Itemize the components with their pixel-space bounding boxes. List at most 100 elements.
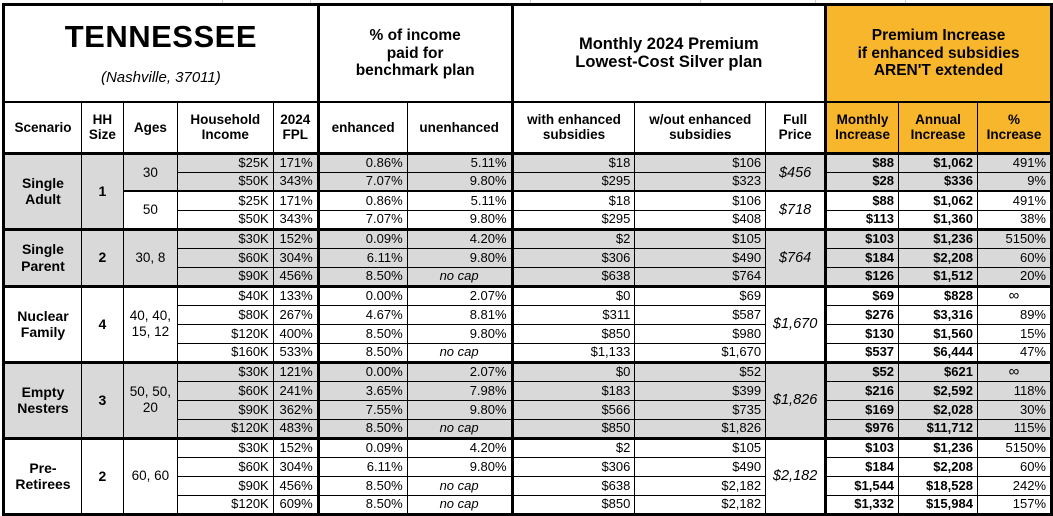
cell-with-subsidies: $0 xyxy=(510,284,636,306)
gridline-stub xyxy=(530,0,531,3)
cell-with-subsidies: $1,133 xyxy=(510,342,636,363)
cell-without-subsidies: $735 xyxy=(634,399,767,420)
cell-unenhanced-pct: no cap xyxy=(406,342,513,363)
cell-unenhanced-pct: 9.80% xyxy=(406,323,513,344)
cell-fpl: 304% xyxy=(272,247,319,268)
cell-ages: 40, 40, 15, 12 xyxy=(122,284,178,363)
cell-annual-increase: $1,062 xyxy=(898,152,978,173)
cell-monthly-increase: $130 xyxy=(824,323,900,344)
cell-fpl: 267% xyxy=(272,304,319,325)
cell-scenario: Single Adult xyxy=(3,152,82,230)
cell-enhanced-pct: 0.00% xyxy=(316,284,408,306)
location-subtitle: (Nashville, 37011) xyxy=(100,68,221,86)
cell-pct-increase: 20% xyxy=(976,266,1053,287)
table-title: TENNESSEE (Nashville, 37011) xyxy=(3,3,319,103)
cell-with-subsidies: $850 xyxy=(510,418,636,439)
cell-household-income: $25K xyxy=(176,152,274,173)
cell-annual-increase: $2,592 xyxy=(898,380,978,401)
cell-annual-increase: $15,984 xyxy=(898,494,978,515)
col-header-fpl: 2024 FPL xyxy=(272,101,319,155)
cell-fpl: 152% xyxy=(272,436,319,458)
table-row: $60K 304% 6.11% 9.80% $306 $490 $184 $2,208 60% xyxy=(4,247,1053,268)
cell-scenario: Nuclear Family xyxy=(3,284,82,363)
gridline-stub xyxy=(222,0,223,3)
cell-enhanced-pct: 0.86% xyxy=(316,190,408,211)
cell-hh-size: 2 xyxy=(80,436,124,515)
cell-scenario: Empty Nesters xyxy=(3,360,82,439)
cell-household-income: $120K xyxy=(176,418,274,439)
cell-unenhanced-pct: no cap xyxy=(406,266,513,287)
cell-unenhanced-pct: 2.07% xyxy=(406,284,513,306)
table-row: Single Parent 2 30, 8 $30K 152% 0.09% 4.20% $2 $… xyxy=(3,227,1053,287)
cell-without-subsidies: $105 xyxy=(634,227,767,249)
cell-ages: 30 xyxy=(122,152,178,192)
cell-with-subsidies: $0 xyxy=(510,360,636,382)
cell-hh-size: 1 xyxy=(80,152,124,230)
col-header-unenhanced: unenhanced xyxy=(406,101,513,155)
cell-household-income: $90K xyxy=(176,266,274,287)
table-row: $60K 241% 3.65% 7.98% $183 $399 $216 $2,592 118% xyxy=(4,380,1053,401)
cell-with-subsidies: $183 xyxy=(510,380,636,401)
column-header-row: Scenario HH Size Ages Household Income 2… xyxy=(3,101,1053,155)
cell-with-subsidies: $306 xyxy=(510,456,636,477)
cell-with-subsidies: $2 xyxy=(510,436,636,458)
cell-household-income: $60K xyxy=(176,380,274,401)
cell-with-subsidies: $2 xyxy=(510,227,636,249)
cell-enhanced-pct: 0.09% xyxy=(316,436,408,458)
cell-pct-increase: ∞ xyxy=(976,284,1053,306)
cell-pct-increase: 30% xyxy=(976,399,1053,420)
cell-fpl: 400% xyxy=(272,323,319,344)
cell-monthly-increase: $1,544 xyxy=(824,475,900,496)
table-row: Nuclear Family 4 40, 40, 15, 12 $40K 133% 0.0… xyxy=(3,284,1053,363)
cell-full-price: $456 xyxy=(765,152,827,192)
cell-monthly-increase: $88 xyxy=(824,190,900,211)
cell-full-price: $1,826 xyxy=(765,360,827,439)
cell-fpl: 609% xyxy=(272,494,319,515)
cell-unenhanced-pct: 9.80% xyxy=(406,171,513,192)
cell-with-subsidies: $295 xyxy=(510,209,636,230)
table-row: Empty Nesters 3 50, 50, 20 $30K 121% 0.00% 2.0… xyxy=(3,360,1053,439)
table-row: Pre- Retirees 2 60, 60 $30K 152% 0.09% 4.20% $2… xyxy=(3,436,1053,515)
cell-enhanced-pct: 8.50% xyxy=(316,342,408,363)
cell-monthly-increase: $113 xyxy=(824,209,900,230)
premium-section-header: Monthly 2024 Premium Lowest-Cost Silver … xyxy=(510,3,827,103)
table-row: $160K 533% 8.50% no cap $1,133 $1,670 $537 $6,4… xyxy=(4,342,1053,363)
cell-without-subsidies: $399 xyxy=(634,380,767,401)
cell-without-subsidies: $2,182 xyxy=(634,475,767,496)
cell-household-income: $120K xyxy=(176,494,274,515)
cell-ages: 50, 50, 20 xyxy=(122,360,178,439)
cell-unenhanced-pct: 5.11% xyxy=(406,152,513,173)
cell-unenhanced-pct: 9.80% xyxy=(406,399,513,420)
cell-enhanced-pct: 8.50% xyxy=(316,494,408,515)
cell-annual-increase: $2,208 xyxy=(898,456,978,477)
cell-without-subsidies: $587 xyxy=(634,304,767,325)
cell-fpl: 304% xyxy=(272,456,319,477)
cell-enhanced-pct: 0.86% xyxy=(316,152,408,173)
cell-fpl: 343% xyxy=(272,209,319,230)
cell-with-subsidies: $18 xyxy=(510,152,636,173)
col-header-enhanced: enhanced xyxy=(316,101,408,155)
cell-pct-increase: 47% xyxy=(976,342,1053,363)
cell-hh-size: 4 xyxy=(80,284,124,363)
cell-enhanced-pct: 7.55% xyxy=(316,399,408,420)
cell-household-income: $160K xyxy=(176,342,274,363)
cell-pct-increase: 118% xyxy=(976,380,1053,401)
cell-fpl: 152% xyxy=(272,227,319,249)
cell-monthly-increase: $976 xyxy=(824,418,900,439)
gridline-stub xyxy=(700,0,701,3)
cell-pct-increase: 242% xyxy=(976,475,1053,496)
cell-household-income: $25K xyxy=(176,190,274,211)
cell-monthly-increase: $52 xyxy=(824,360,900,382)
cell-with-subsidies: $638 xyxy=(510,266,636,287)
cell-annual-increase: $621 xyxy=(898,360,978,382)
cell-enhanced-pct: 8.50% xyxy=(316,475,408,496)
cell-pct-increase: 491% xyxy=(976,152,1053,173)
cell-without-subsidies: $764 xyxy=(634,266,767,287)
cell-scenario: Pre- Retirees xyxy=(3,436,82,515)
benchmark-section-header: % of income paid for benchmark plan xyxy=(316,3,513,103)
cell-fpl: 241% xyxy=(272,380,319,401)
cell-ages: 50 xyxy=(122,190,178,230)
cell-monthly-increase: $88 xyxy=(824,152,900,173)
cell-household-income: $90K xyxy=(176,475,274,496)
